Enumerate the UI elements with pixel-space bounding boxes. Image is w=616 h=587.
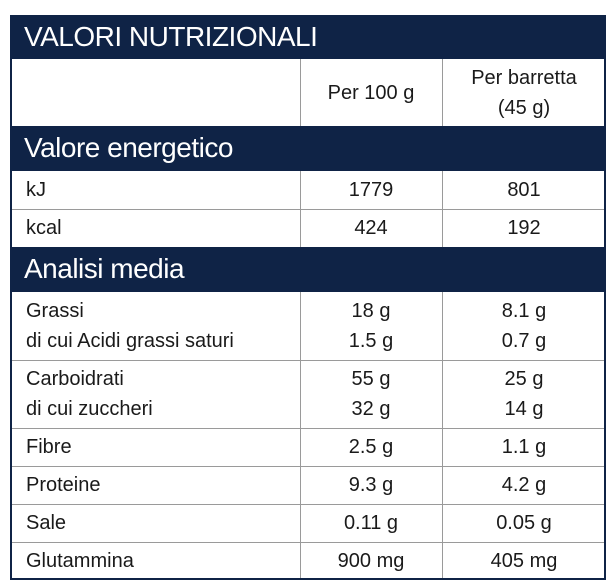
column-divider bbox=[442, 542, 443, 580]
cell-value: 1.5 g bbox=[348, 330, 394, 352]
cell-value: (45 g) bbox=[497, 96, 551, 119]
cell-value: 32 g bbox=[351, 398, 391, 420]
column-divider bbox=[300, 504, 301, 542]
column-divider bbox=[442, 59, 443, 126]
column-divider bbox=[300, 428, 301, 466]
table-title: VALORI NUTRIZIONALI bbox=[24, 21, 318, 52]
row-divider bbox=[10, 466, 606, 467]
column-divider bbox=[442, 171, 443, 209]
column-divider bbox=[442, 466, 443, 504]
row-label: kcal bbox=[26, 217, 62, 239]
column-divider bbox=[300, 292, 301, 360]
row-label: Grassi bbox=[26, 300, 84, 322]
cell-value: 18 g bbox=[351, 300, 391, 322]
cell-value: 14 g bbox=[504, 398, 544, 420]
cell-value: Per 100 g bbox=[327, 81, 415, 104]
cell-value: 8.1 g bbox=[501, 300, 547, 322]
cell-value: 900 mg bbox=[337, 550, 405, 572]
row-divider bbox=[10, 504, 606, 505]
row-divider bbox=[10, 360, 606, 361]
row-label: di cui zuccheri bbox=[26, 398, 153, 420]
cell-value: 192 bbox=[507, 217, 541, 239]
column-divider bbox=[300, 466, 301, 504]
cell-value: 0.05 g bbox=[496, 512, 552, 534]
row-label: Proteine bbox=[26, 474, 101, 496]
row-label: Carboidrati bbox=[26, 368, 124, 390]
cell-value: 1.1 g bbox=[501, 436, 547, 458]
row-divider bbox=[10, 209, 606, 210]
row-label: Fibre bbox=[26, 436, 72, 458]
cell-value: 0.7 g bbox=[501, 330, 547, 352]
row-divider bbox=[10, 542, 606, 543]
column-divider bbox=[442, 360, 443, 428]
column-divider bbox=[300, 171, 301, 209]
section-band bbox=[10, 126, 606, 171]
row-label: kJ bbox=[26, 179, 46, 201]
cell-value: 2.5 g bbox=[348, 436, 394, 458]
section-title: Valore energetico bbox=[24, 132, 233, 163]
cell-value: 0.11 g bbox=[343, 512, 399, 534]
table-border bbox=[10, 15, 606, 580]
row-label: di cui Acidi grassi saturi bbox=[26, 330, 234, 352]
column-divider bbox=[300, 542, 301, 580]
cell-value: 9.3 g bbox=[348, 474, 394, 496]
column-divider bbox=[442, 504, 443, 542]
section-title: Analisi media bbox=[24, 253, 185, 284]
cell-value: 405 mg bbox=[490, 550, 558, 572]
row-label: Sale bbox=[26, 512, 67, 534]
column-divider bbox=[300, 360, 301, 428]
column-divider bbox=[442, 209, 443, 247]
cell-value: 4.2 g bbox=[501, 474, 547, 496]
row-label: Glutammina bbox=[26, 550, 134, 572]
cell-value: 424 bbox=[354, 217, 388, 239]
cell-value: 801 bbox=[507, 179, 541, 201]
cell-value: 1779 bbox=[348, 179, 394, 201]
column-divider bbox=[442, 428, 443, 466]
cell-value: 55 g bbox=[351, 368, 391, 390]
row-divider bbox=[10, 428, 606, 429]
column-divider bbox=[300, 209, 301, 247]
section-band bbox=[10, 247, 606, 292]
column-divider bbox=[442, 292, 443, 360]
cell-value: 25 g bbox=[504, 368, 544, 390]
title-band bbox=[10, 15, 606, 59]
column-divider bbox=[300, 59, 301, 126]
cell-value: Per barretta bbox=[471, 66, 577, 89]
